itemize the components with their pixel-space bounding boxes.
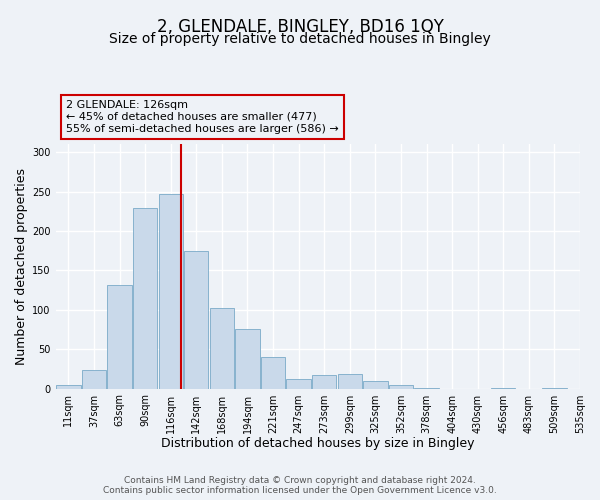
Bar	[235, 328, 260, 388]
Bar	[56, 384, 80, 388]
Bar	[286, 379, 311, 388]
Text: Size of property relative to detached houses in Bingley: Size of property relative to detached ho…	[109, 32, 491, 46]
Text: 2, GLENDALE, BINGLEY, BD16 1QY: 2, GLENDALE, BINGLEY, BD16 1QY	[157, 18, 443, 36]
Text: Contains public sector information licensed under the Open Government Licence v3: Contains public sector information licen…	[103, 486, 497, 495]
Bar	[389, 386, 413, 388]
Text: 2 GLENDALE: 126sqm
← 45% of detached houses are smaller (477)
55% of semi-detach: 2 GLENDALE: 126sqm ← 45% of detached hou…	[66, 100, 339, 134]
Bar	[261, 357, 285, 388]
Bar	[184, 252, 208, 388]
X-axis label: Distribution of detached houses by size in Bingley: Distribution of detached houses by size …	[161, 437, 475, 450]
Bar	[82, 370, 106, 388]
Bar	[133, 208, 157, 388]
Bar	[363, 380, 388, 388]
Y-axis label: Number of detached properties: Number of detached properties	[15, 168, 28, 365]
Bar	[210, 308, 234, 388]
Bar	[312, 375, 337, 388]
Bar	[158, 194, 183, 388]
Bar	[107, 286, 132, 389]
Text: Contains HM Land Registry data © Crown copyright and database right 2024.: Contains HM Land Registry data © Crown c…	[124, 476, 476, 485]
Bar	[338, 374, 362, 388]
